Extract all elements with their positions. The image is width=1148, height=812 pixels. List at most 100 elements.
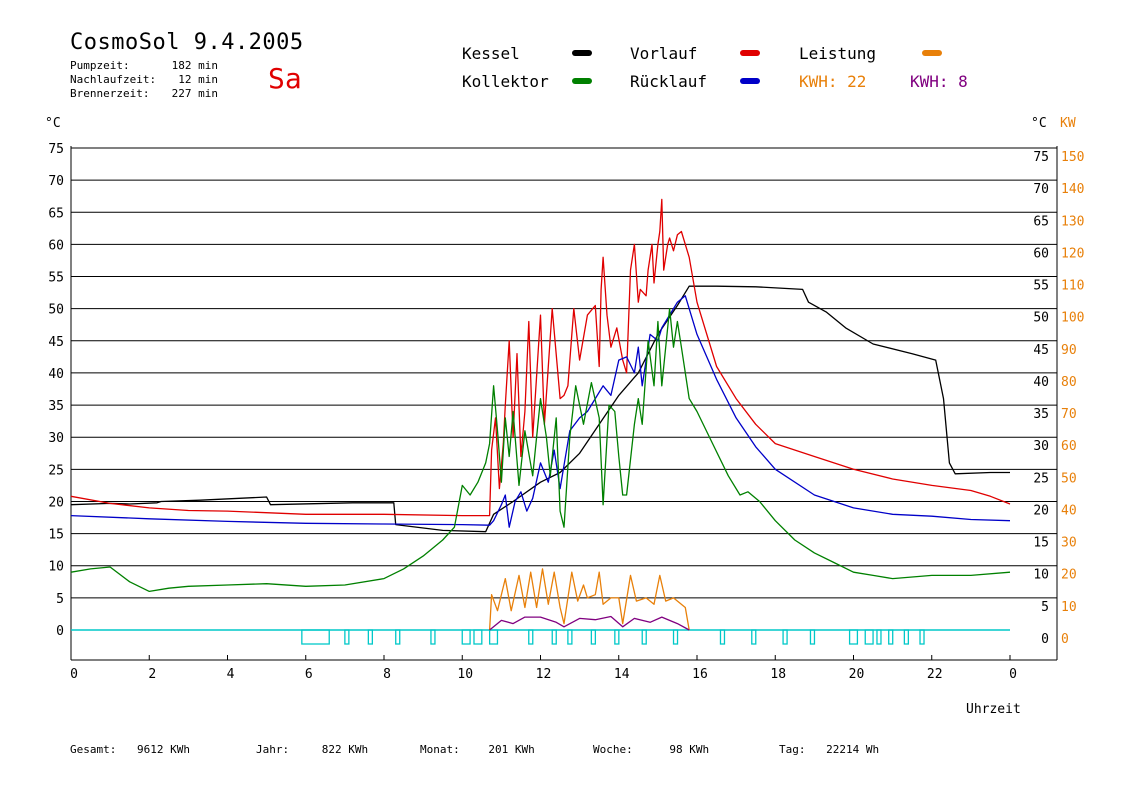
legend-swatch-kessel: [572, 50, 592, 56]
y-tick-label: 15: [48, 528, 64, 543]
weekday-label: Sa: [268, 62, 302, 95]
footer-label: Tag:: [779, 743, 806, 756]
legend-kwh-purple: KWH: 8: [910, 72, 968, 91]
legend-vorlauf: Vorlauf: [630, 44, 698, 63]
pump-on-interval: [751, 629, 757, 645]
y2-tick-label-kw: 100: [1061, 311, 1084, 326]
pump-on-interval: [641, 629, 647, 645]
info-brennerzeit: Brennerzeit: 227 min: [70, 87, 218, 100]
pump-on-interval: [528, 629, 534, 645]
footer-value: 822 KWh: [321, 743, 369, 756]
y2-tick-label-kw: 40: [1061, 503, 1077, 518]
y2-tick-label-kw: 60: [1061, 439, 1077, 454]
y-tick-label: 5: [56, 592, 64, 607]
y2-tick-label-c: 50: [1033, 311, 1049, 326]
y2-tick-label-kw: 0: [1061, 632, 1069, 647]
footer-value: 201 KWh: [488, 743, 535, 756]
y-tick-label: 40: [48, 367, 64, 382]
info-nachlaufzeit: Nachlaufzeit: 12 min: [70, 73, 218, 86]
pump-on-interval: [551, 629, 557, 645]
pump-on-interval: [567, 629, 573, 645]
pump-on-interval: [848, 629, 859, 645]
pump-on-interval: [488, 629, 499, 645]
pump-on-interval: [395, 629, 401, 645]
y2-tick-label-kw: 10: [1061, 600, 1077, 615]
x-tick-label: 8: [383, 667, 391, 682]
y-tick-label: 55: [48, 271, 64, 286]
pump-on-interval: [809, 629, 816, 645]
right-axis-unit-kw: KW: [1060, 116, 1076, 131]
y2-tick-label-kw: 130: [1061, 214, 1084, 229]
y2-tick-label-kw: 120: [1061, 246, 1084, 261]
legend-ruecklauf: Rücklauf: [630, 72, 708, 91]
x-tick-label: 2: [148, 667, 156, 682]
left-axis-unit: °C: [45, 116, 61, 131]
legend-leistung: Leistung: [799, 44, 877, 63]
pump-on-interval: [782, 629, 788, 645]
y2-tick-label-c: 15: [1033, 536, 1049, 551]
footer-value: 9612 KWh: [136, 743, 190, 756]
footer-tag: Tag: 22214 Wh: [779, 743, 879, 756]
x-axis-label: Uhrzeit: [966, 702, 1021, 717]
legend-kollektor: Kollektor: [462, 72, 549, 91]
pump-on-interval: [367, 629, 374, 645]
x-tick-label: 0: [70, 667, 78, 682]
pump-on-interval: [590, 629, 597, 645]
y2-tick-label-c: 25: [1033, 471, 1049, 486]
footer-monat: Monat: 201 KWh: [420, 743, 535, 756]
y2-tick-label-c: 30: [1033, 439, 1049, 454]
y2-tick-label-kw: 80: [1061, 375, 1077, 390]
pump-on-interval: [876, 629, 882, 645]
x-tick-label: 22: [927, 667, 943, 682]
y-tick-label: 35: [48, 399, 64, 414]
y2-tick-label-kw: 30: [1061, 536, 1077, 551]
footer-label: Monat:: [420, 743, 460, 756]
info-label: Pumpzeit:: [70, 59, 130, 72]
footer-label: Woche:: [593, 743, 633, 756]
y2-tick-label-kw: 20: [1061, 568, 1077, 583]
series-line-leistung: [488, 568, 690, 631]
footer-woche: Woche: 98 KWh: [593, 743, 709, 756]
right-axis-unit-c: °C: [1031, 116, 1047, 131]
x-tick-label: 10: [457, 667, 473, 682]
pump-on-interval: [919, 629, 925, 645]
info-value: 182 min: [171, 59, 218, 72]
legend-kwh-leistung: KWH: 22: [799, 72, 867, 91]
y2-tick-label-c: 10: [1033, 568, 1049, 583]
series-line-vorlauf: [70, 198, 1011, 517]
footer-value: 22214 Wh: [826, 743, 880, 756]
y-tick-label: 60: [48, 238, 64, 253]
y2-tick-label-c: 45: [1033, 343, 1049, 358]
y-tick-label: 50: [48, 303, 64, 318]
legend-swatch-kollektor: [572, 78, 592, 84]
y-tick-label: 30: [48, 431, 64, 446]
footer-value: 98 KWh: [669, 743, 710, 756]
y-tick-label: 45: [48, 335, 64, 350]
y2-tick-label-c: 35: [1033, 407, 1049, 422]
pump-on-interval: [903, 629, 910, 645]
footer-label: Jahr:: [256, 743, 290, 756]
y2-tick-label-c: 40: [1033, 375, 1049, 390]
series-line-kwh-8: [489, 615, 690, 631]
y2-tick-label-kw: 50: [1061, 471, 1077, 486]
pump-on-interval: [473, 629, 483, 645]
x-tick-label: 12: [536, 667, 552, 682]
info-value: 12 min: [178, 73, 218, 86]
y2-tick-label-kw: 70: [1061, 407, 1077, 422]
x-tick-label: 14: [614, 667, 630, 682]
pump-on-interval: [461, 629, 471, 645]
info-value: 227 min: [171, 87, 218, 100]
y2-tick-label-kw: 110: [1061, 279, 1084, 294]
pump-on-interval: [672, 629, 679, 645]
legend-swatch-vorlauf: [740, 50, 760, 56]
y2-tick-label-c: 60: [1033, 246, 1049, 261]
x-tick-label: 18: [770, 667, 786, 682]
footer-label: Gesamt:: [70, 743, 117, 756]
y2-tick-label-c: 55: [1033, 279, 1049, 294]
y2-tick-label-c: 65: [1033, 214, 1049, 229]
y-tick-label: 20: [48, 495, 64, 510]
y2-tick-label-c: 75: [1033, 150, 1049, 165]
x-tick-label: 0: [1009, 667, 1017, 682]
page-title: CosmoSol 9.4.2005: [70, 30, 304, 55]
